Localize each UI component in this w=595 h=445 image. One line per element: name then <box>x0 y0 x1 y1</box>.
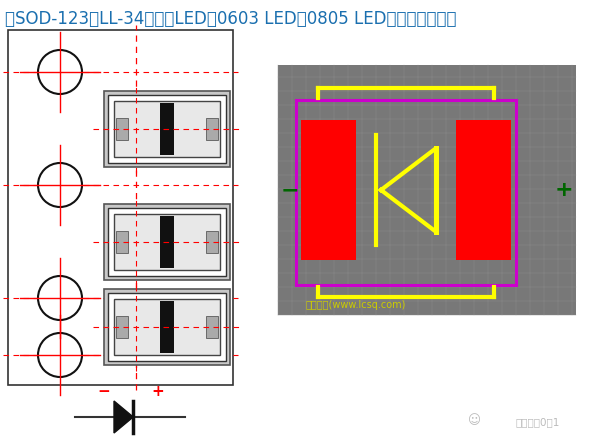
Text: +: + <box>152 384 164 399</box>
Bar <box>114 214 220 270</box>
Text: −: − <box>281 180 299 200</box>
Text: ☺: ☺ <box>468 414 481 427</box>
Bar <box>104 90 230 166</box>
Bar <box>160 102 174 154</box>
Bar <box>104 288 230 364</box>
Bar <box>160 300 174 352</box>
Bar <box>114 101 220 157</box>
Bar <box>206 231 218 252</box>
Bar <box>104 203 230 279</box>
Text: 例SOD-123、LL-34、贴片LED（0603 LED、0805 LED）等等的二极管: 例SOD-123、LL-34、贴片LED（0603 LED、0805 LED）等… <box>5 10 456 28</box>
Bar <box>301 120 356 260</box>
Bar <box>116 117 128 139</box>
Circle shape <box>38 50 82 94</box>
Bar <box>206 316 218 337</box>
Bar <box>114 299 220 355</box>
Circle shape <box>38 276 82 320</box>
Circle shape <box>38 163 82 207</box>
Text: 立创论坛(www.lcsq.com): 立创论坛(www.lcsq.com) <box>306 300 406 310</box>
Bar <box>8 30 233 385</box>
Bar <box>108 94 226 162</box>
Circle shape <box>38 333 82 377</box>
Bar <box>116 316 128 337</box>
Bar <box>456 120 511 260</box>
Polygon shape <box>114 401 133 433</box>
Bar <box>296 100 516 285</box>
Bar <box>206 117 218 139</box>
Text: 嵌入式从0到1: 嵌入式从0到1 <box>516 417 560 427</box>
Bar <box>108 292 226 360</box>
Bar <box>108 207 226 275</box>
Bar <box>160 215 174 267</box>
Text: −: − <box>98 384 111 399</box>
Bar <box>116 231 128 252</box>
Text: +: + <box>555 180 574 200</box>
Bar <box>278 65 576 315</box>
